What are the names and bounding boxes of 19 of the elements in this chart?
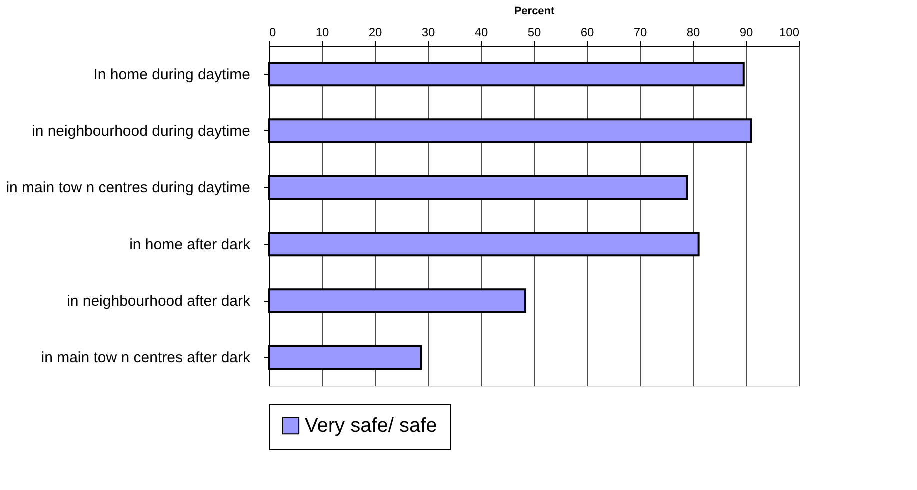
x-tick-label: 100 [779, 26, 800, 40]
x-tick-label: 20 [368, 26, 382, 40]
y-tick-label: in main tow n centres after dark [41, 350, 251, 367]
x-tick-label: 60 [580, 26, 594, 40]
y-tick-label: in home after dark [130, 236, 251, 254]
y-tick-label: in neighbourhood during daytime [32, 123, 250, 140]
x-tick-label: 10 [316, 26, 330, 40]
x-tick-label: 80 [686, 26, 700, 40]
y-tick-label: in main tow n centres during daytime [6, 180, 250, 197]
x-tick-label: 50 [528, 26, 542, 40]
x-tick-label: 40 [474, 26, 488, 40]
y-tick-label: In home during daytime [94, 66, 250, 84]
x-tick-label: 30 [422, 26, 436, 40]
x-tick-label: 0 [270, 26, 276, 40]
y-tick-label: in neighbourhood after dark [67, 293, 251, 310]
x-tick-label: 70 [634, 26, 648, 40]
x-tick-label: 90 [740, 26, 754, 40]
x-axis-title: Percent [514, 6, 556, 18]
legend-label: Very safe/ safe [305, 415, 438, 437]
